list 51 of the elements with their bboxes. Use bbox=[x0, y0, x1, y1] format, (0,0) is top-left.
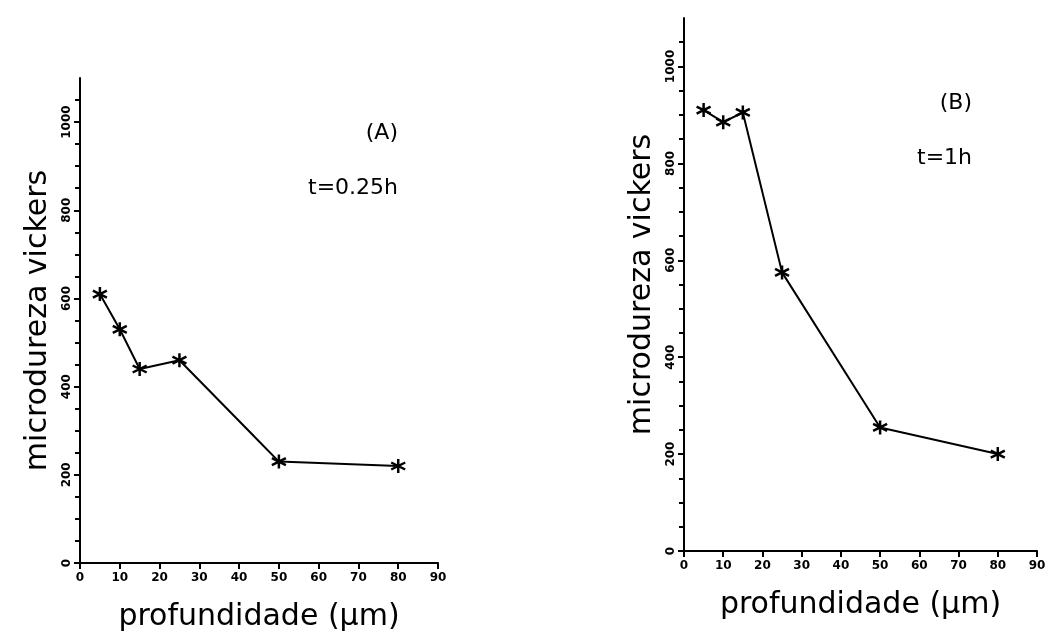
annotation: (B) bbox=[939, 88, 973, 114]
y-tick-label: 200 bbox=[663, 441, 677, 467]
point bbox=[989, 445, 1007, 463]
point bbox=[695, 101, 712, 119]
x-tick-label: 50 bbox=[871, 558, 889, 572]
x-tick-label: 80 bbox=[989, 558, 1007, 572]
x-tick-label: 0 bbox=[75, 570, 85, 584]
x-tick-label: 40 bbox=[230, 570, 248, 584]
y-tick-label: 800 bbox=[663, 150, 677, 176]
point bbox=[773, 264, 791, 281]
y-tick-label: 0 bbox=[663, 546, 677, 556]
x-axis-title: profundidade (μm) bbox=[118, 596, 400, 632]
y-tick-label: 400 bbox=[663, 344, 677, 370]
x-tick-label: 70 bbox=[350, 570, 367, 584]
point bbox=[131, 360, 148, 378]
annotation: t=1h bbox=[917, 143, 972, 169]
annotation: t=0.25h bbox=[308, 173, 399, 199]
x-tick-label: 20 bbox=[754, 558, 771, 572]
point bbox=[734, 104, 752, 121]
x-tick-label: 20 bbox=[151, 570, 168, 584]
x-tick-label: 70 bbox=[950, 558, 967, 572]
point bbox=[171, 351, 188, 369]
x-tick-label: 90 bbox=[1028, 558, 1046, 572]
x-tick-label: 30 bbox=[793, 558, 811, 572]
y-tick-label: 1000 bbox=[663, 49, 677, 84]
y-tick-label: 600 bbox=[59, 285, 73, 311]
y-tick-label: 400 bbox=[59, 374, 73, 400]
x-tick-label: 90 bbox=[429, 570, 447, 584]
x-tick-label: 60 bbox=[910, 558, 928, 572]
y-tick-label: 200 bbox=[59, 462, 73, 488]
point bbox=[270, 453, 288, 470]
x-tick-label: 0 bbox=[679, 558, 689, 572]
x-tick-label: 60 bbox=[310, 570, 328, 584]
y-tick-label: 800 bbox=[59, 197, 73, 223]
x-tick-label: 50 bbox=[270, 570, 288, 584]
annotation: (A) bbox=[365, 118, 398, 144]
x-tick-label: 40 bbox=[832, 558, 850, 572]
point bbox=[91, 285, 109, 303]
y-axis-title: microdureza vickers bbox=[17, 169, 53, 472]
point bbox=[111, 321, 129, 338]
x-tick-label: 10 bbox=[714, 558, 732, 572]
y-tick-label: 600 bbox=[663, 247, 677, 273]
point bbox=[389, 457, 407, 475]
point bbox=[871, 419, 889, 436]
x-tick-label: 30 bbox=[190, 570, 208, 584]
x-tick-label: 80 bbox=[389, 570, 407, 584]
y-tick-label: 1000 bbox=[59, 105, 73, 139]
x-tick-label: 10 bbox=[111, 570, 129, 584]
y-axis-title: microdureza vickers bbox=[621, 133, 657, 436]
x-axis-title: profundidade (μm) bbox=[719, 584, 1002, 620]
point bbox=[714, 113, 732, 131]
